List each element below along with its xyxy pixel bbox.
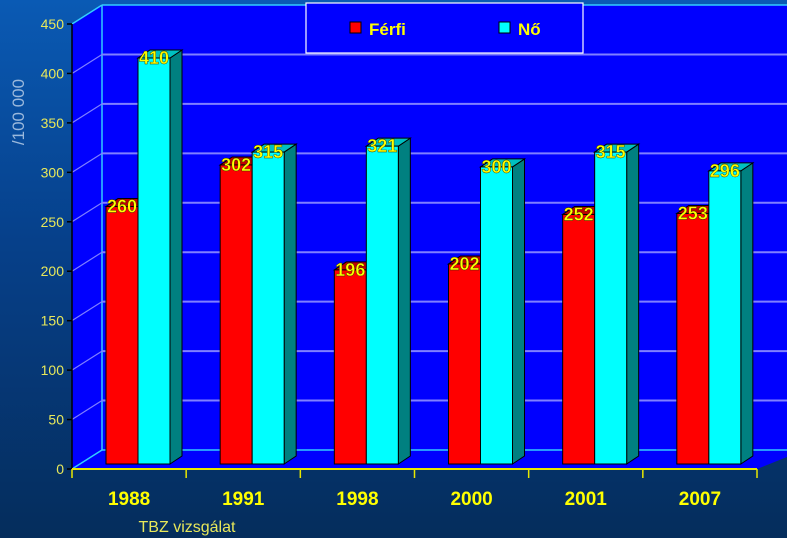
bar-1988-no [137,57,171,465]
side-wall [72,5,102,469]
legend: Férfi Nő [305,2,584,54]
x-tick-label: 2007 [679,489,721,510]
legend-label-no: Nő [518,20,541,39]
x-tick-label: 1988 [108,489,150,510]
y-tick-label: 250 [41,214,65,230]
x-tick-label: 2001 [565,489,608,510]
bar-1988-ferfi [105,206,139,465]
bar-1991-ferfi [219,164,253,465]
bar-side [283,143,297,465]
bar-1998-ferfi [333,269,367,465]
data-label: 321 [367,136,397,156]
x-tick-label: 1998 [336,489,378,510]
gridline-side [71,251,103,272]
legend-swatch-no [498,21,511,34]
data-label: 202 [449,254,479,274]
gridline-side [71,400,103,421]
bar-1991-no [251,151,285,465]
bar-2000-ferfi [448,263,481,465]
y-tick-label: 0 [56,461,64,477]
gridline-side [71,301,103,322]
y-axis-label: /100 000 [9,79,28,145]
data-label: 296 [710,161,740,181]
data-label: 252 [564,204,594,224]
bar-2007-ferfi [676,212,710,465]
bar-side [512,157,525,465]
y-tick-label: 100 [41,362,65,378]
data-label: 315 [596,142,626,162]
x-tick-label: 2000 [450,489,492,510]
bar-1998-no [365,145,399,465]
data-label: 300 [481,157,511,177]
gridline-side [71,53,103,74]
y-tick-label: 450 [41,16,65,32]
data-label: 302 [221,155,251,175]
bar-side [397,137,411,465]
bar-2007-no [708,170,742,465]
legend-label-ferfi: Férfi [369,20,406,39]
x-axis-label: TBZ vizsgálat [139,519,236,536]
bar-2000-no [480,166,513,465]
gridline-side [71,202,103,223]
y-tick-label: 350 [41,115,65,131]
bar-side [626,143,640,465]
bar-2001-no [594,151,628,465]
y-tick-label: 150 [41,313,65,329]
bar-2001-ferfi [562,213,596,465]
y-tick-label: 400 [41,65,65,81]
x-tick-label: 1991 [222,489,265,510]
gridline-side [71,152,103,173]
bar-side [740,161,754,465]
y-tick-label: 200 [41,263,65,279]
gridline-side [71,350,103,371]
data-label: 260 [107,197,137,217]
bar-side [169,49,183,465]
data-label: 196 [335,260,365,280]
data-label: 315 [253,142,283,162]
wall-edge [71,4,103,25]
legend-swatch-ferfi [349,21,362,34]
gridline-side [71,103,103,124]
wall-edge [71,449,103,470]
data-label: 410 [139,48,169,68]
data-label: 253 [678,203,708,223]
y-tick-label: 300 [41,164,65,180]
y-tick-label: 50 [48,412,64,428]
